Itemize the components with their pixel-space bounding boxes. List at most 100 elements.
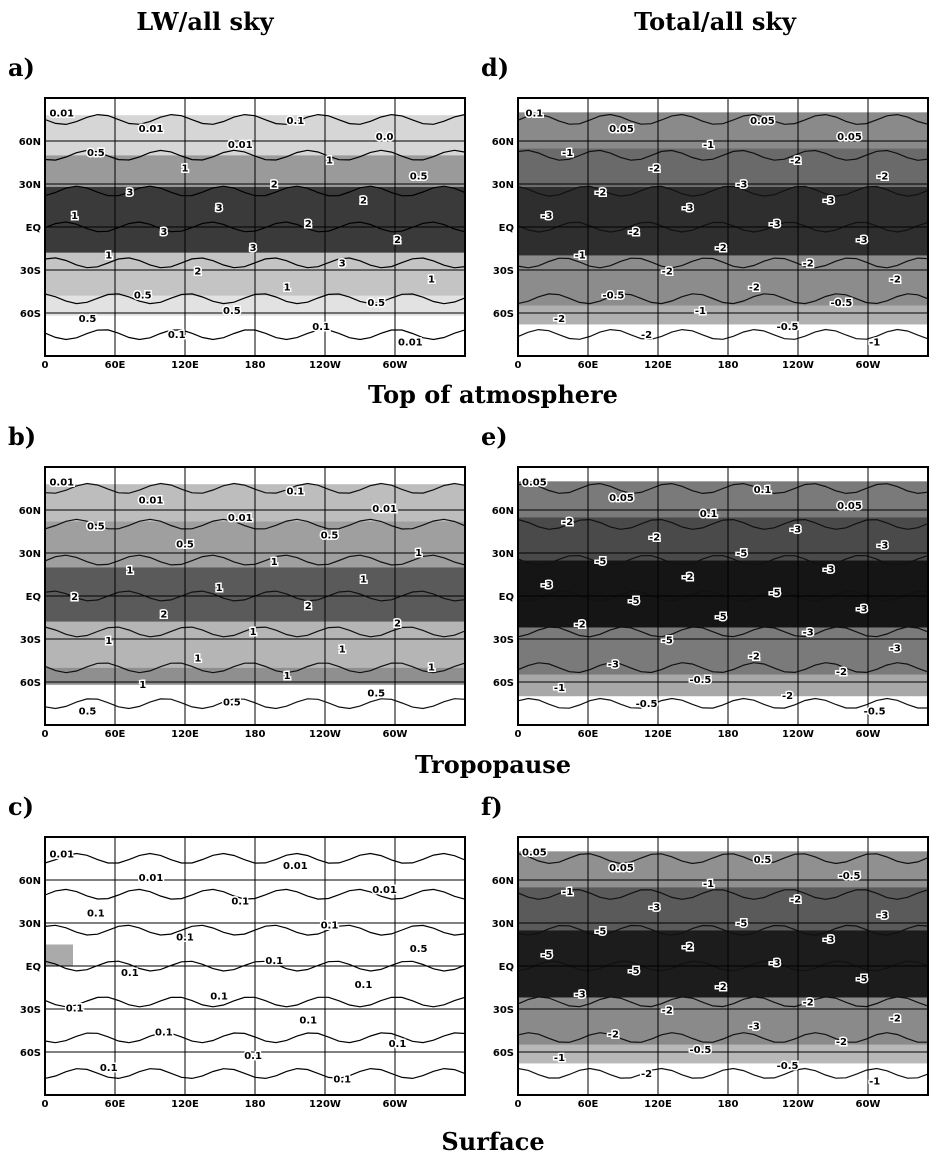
contour-label: 0.5 [754,855,772,866]
contour-label: 0.01 [372,504,397,515]
contour-label: -5 [769,588,780,599]
contour-label: -5 [628,966,639,977]
contour-label: -3 [608,659,619,670]
contour-label: -3 [649,903,660,914]
contour-line [517,960,929,972]
x-tick-label: 180 [245,360,266,371]
contour-label: 2 [305,219,312,230]
shading [518,627,928,675]
y-tick-label: 60N [19,876,41,887]
contour-line [517,626,929,638]
shading [518,98,928,113]
y-tick-label: EQ [26,962,41,973]
contour-label: 0.01 [139,873,164,884]
contour-label: -0.5 [777,322,799,333]
contour-line [517,697,928,709]
y-tick-label: 60S [20,309,41,320]
contour-line [517,889,929,900]
x-tick-label: 60E [105,1099,126,1110]
contour-label: 1 [360,574,367,585]
shading [518,112,928,149]
y-tick-label: 60S [493,309,514,320]
contour-label: -3 [890,643,901,654]
contour-label: -1 [562,148,573,159]
contour-label: 1 [105,251,112,262]
contour-label: 0.5 [410,172,428,183]
map-panel: c) 0 60E 120E 180 120W 60W 60N 30N EQ 30S 60S 0.01 0.… [8,792,466,1110]
contour-label: -1 [562,887,573,898]
contour-label: -3 [857,604,868,615]
contour-label: -0.5 [690,1045,712,1056]
x-tick-label: 60W [383,1099,408,1110]
contour-label: -3 [541,211,552,222]
y-tick-label: 30S [493,635,514,646]
contour-label: -1 [869,338,880,349]
shading [45,944,73,967]
contour-label: 0.1 [333,1075,351,1086]
contour-label: -1 [554,1053,565,1064]
contour-label: -2 [890,1013,901,1024]
x-tick-label: 0 [42,360,49,371]
y-tick-label: 30N [19,180,41,191]
contour-label: -3 [823,564,834,575]
shading [518,997,928,1045]
row-title: Surface [441,1127,544,1156]
contour-line [517,257,929,269]
contour-label: -5 [736,918,747,929]
x-tick-label: 60W [383,729,408,740]
x-tick-label: 0 [515,1099,522,1110]
x-tick-label: 120W [309,360,341,371]
y-tick-label: 30N [19,549,41,560]
x-tick-label: 60W [856,1099,881,1110]
contour-label: 3 [250,243,257,254]
y-tick-label: EQ [499,223,514,234]
x-tick-label: 60W [856,360,881,371]
x-tick-label: 180 [718,1099,739,1110]
contour-label: 1 [182,164,189,175]
contour-label: 2 [160,610,167,621]
contour-label: 0.1 [100,1063,118,1074]
shading [518,1044,928,1064]
contour-line [517,149,929,161]
contour-label: 1 [139,680,146,691]
contour-label: 0.05 [522,847,547,858]
contour-label: -1 [869,1077,880,1088]
panel-frame [517,836,929,1096]
contour-label: 0.05 [609,124,634,135]
contour-label: -0.5 [839,871,861,882]
panel-frame [517,466,929,726]
contour-label: 0.1 [121,968,139,979]
x-tick-label: 120W [309,729,341,740]
map-panel: d) 0 60E 120E 180 120W 60W 60N 30N EQ 30S 60S 0.1 0.0… [481,53,929,371]
contour-label: -2 [641,330,652,341]
contour-line [517,293,929,305]
contour-line [517,996,929,1008]
contour-label: 0.5 [176,539,194,550]
y-tick-label: 60N [492,506,514,517]
contour-label: 0.1 [176,932,194,943]
contour-label: 3 [126,187,133,198]
contour-label: 1 [326,156,333,167]
contour-label: -2 [682,572,693,583]
contour-label: 0.01 [49,478,74,489]
contour-label: -0.5 [864,707,886,718]
x-tick-label: 60E [105,360,126,371]
y-tick-label: 60N [19,506,41,517]
contour-label: -2 [749,282,760,293]
contour-line [517,113,929,125]
contour-label: 0.1 [287,116,305,127]
contour-label: 2 [360,195,367,206]
y-tick-label: 60N [492,137,514,148]
contour-line [517,853,929,865]
shading [518,255,928,306]
contour-label: -3 [823,934,834,945]
contour-label: 0.1 [265,956,283,967]
x-tick-label: 0 [515,360,522,371]
contour-label: -3 [541,580,552,591]
shading [518,696,928,725]
contour-label: -2 [790,156,801,167]
contour-label: 0.5 [134,290,152,301]
x-tick-label: 0 [42,1099,49,1110]
y-tick-label: 60S [20,1048,41,1059]
